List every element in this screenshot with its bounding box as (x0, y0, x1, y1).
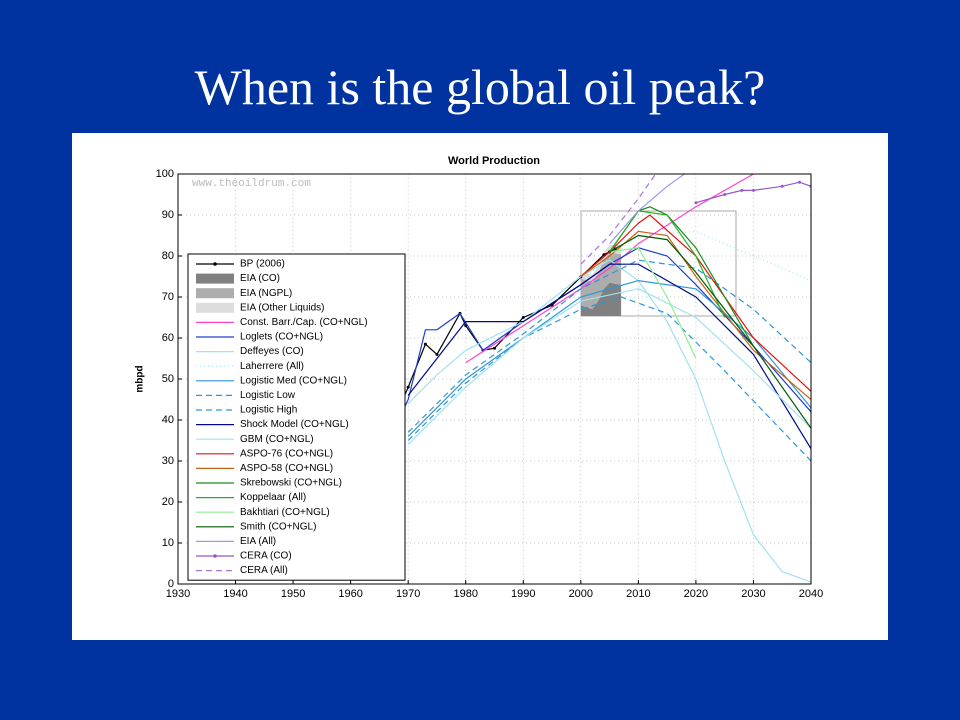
y-tick-label: 30 (162, 455, 174, 467)
y-tick-label: 90 (162, 209, 174, 221)
series-marker (797, 180, 801, 184)
legend-marker (213, 262, 217, 266)
series-line (580, 174, 657, 265)
x-tick-label: 2040 (799, 588, 823, 600)
series-line (609, 234, 811, 429)
series-line (609, 174, 685, 245)
series-marker (751, 188, 755, 192)
chart-title: World Production (448, 155, 540, 167)
series-line (465, 174, 754, 364)
x-tick-label: 1940 (223, 588, 247, 600)
x-tick-label: 2030 (741, 588, 765, 600)
series-line (407, 259, 811, 433)
legend-label: ASPO-58 (CO+NGL) (240, 463, 333, 474)
series-line (407, 288, 811, 446)
series-marker (550, 303, 554, 307)
x-tick-label: 1930 (166, 588, 190, 600)
x-tick-label: 1990 (511, 588, 535, 600)
series-marker (435, 352, 439, 356)
legend-label: ASPO-76 (CO+NGL) (240, 448, 333, 459)
x-tick-label: 2010 (626, 588, 650, 600)
legend-label: EIA (NGPL) (240, 288, 292, 299)
legend-label: Bakhtiari (CO+NGL) (240, 507, 330, 518)
plot-area (377, 174, 811, 583)
legend-label: EIA (CO) (240, 273, 280, 284)
series-marker (521, 316, 525, 319)
legend-label: Logistic High (240, 405, 297, 416)
legend-swatch (196, 273, 234, 284)
legend-label: CERA (CO) (240, 551, 292, 562)
series-line (378, 248, 616, 454)
y-tick-label: 20 (162, 496, 174, 508)
series-marker (780, 184, 784, 188)
x-tick-label: 2000 (569, 588, 593, 600)
series-line (407, 296, 811, 462)
legend-label: Skrebowski (CO+NGL) (240, 478, 342, 489)
series-marker (740, 188, 744, 192)
y-tick-label: 50 (162, 373, 174, 385)
series-line (580, 230, 811, 400)
x-tick-label: 1970 (396, 588, 420, 600)
legend-label: Smith (CO+NGL) (240, 521, 316, 532)
legend-label: Koppelaar (All) (240, 492, 306, 503)
legend-label: Logistic Low (240, 390, 296, 401)
legend-marker (213, 554, 217, 558)
area (581, 282, 622, 316)
series-line (609, 247, 697, 359)
x-tick-label: 1980 (453, 588, 477, 600)
legend-label: EIA (All) (240, 536, 276, 547)
x-tick-label: 2020 (684, 588, 708, 600)
area (581, 244, 622, 282)
y-axis-label: mbpd (135, 365, 146, 392)
legend-label: Logistic Med (CO+NGL) (240, 375, 347, 386)
series-marker (493, 346, 496, 350)
legend-label: Shock Model (CO+NGL) (240, 419, 349, 430)
y-tick-label: 40 (162, 414, 174, 426)
y-tick-label: 0 (168, 578, 174, 590)
legend-label: Deffeyes (CO) (240, 346, 304, 357)
x-tick-label: 1950 (281, 588, 305, 600)
watermark: www.theoildrum.com (192, 178, 311, 190)
y-tick-label: 100 (156, 168, 174, 180)
series-marker (694, 201, 698, 205)
legend-swatch (196, 288, 234, 299)
y-tick-label: 80 (162, 250, 174, 262)
legend-label: BP (2006) (240, 259, 285, 270)
series-marker (423, 342, 427, 346)
plot-frame (177, 173, 812, 585)
legend-label: EIA (Other Liquids) (240, 302, 324, 313)
series-line (407, 263, 811, 450)
series-line (609, 210, 726, 318)
y-tick-label: 70 (162, 291, 174, 303)
legend: BP (2006) EIA (CO) EIA (NGPL) EIA (Other Li… (187, 253, 406, 581)
y-tick-label: 60 (162, 332, 174, 344)
legend-label: Const. Barr./Cap. (CO+NGL) (240, 317, 368, 328)
legend-swatch (196, 302, 234, 313)
x-tick-label: 1960 (338, 588, 362, 600)
series-marker (723, 193, 727, 196)
legend-label: GBM (CO+NGL) (240, 434, 314, 445)
y-tick-label: 10 (162, 537, 174, 549)
series-marker (406, 385, 410, 389)
legend-label: Laherrere (All) (240, 361, 304, 372)
legend-label: Loglets (CO+NGL) (240, 332, 323, 343)
legend-label: CERA (All) (240, 565, 288, 576)
slide-title: When is the global oil peak? (194, 59, 766, 115)
